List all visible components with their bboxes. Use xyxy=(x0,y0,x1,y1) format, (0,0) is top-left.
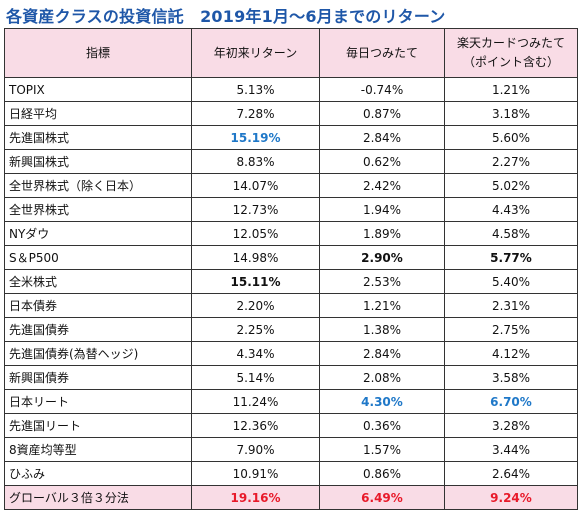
header-daily-accumulation: 毎日つみたて xyxy=(319,28,445,78)
rakuten-value: 3.58% xyxy=(444,365,578,390)
ytd-value: 5.13% xyxy=(191,77,320,102)
row-name: 全世界株式（除く日本） xyxy=(4,173,192,198)
row-name: ひふみ xyxy=(4,461,192,486)
table-row: S＆P500 14.98% 2.90% 5.77% xyxy=(4,245,578,270)
daily-value: 2.08% xyxy=(319,365,445,390)
daily-value: 1.21% xyxy=(319,293,445,318)
row-name: 全世界株式 xyxy=(4,197,192,222)
daily-value: 4.30% xyxy=(319,389,445,414)
table-row: 日本リート 11.24% 4.30% 6.70% xyxy=(4,389,578,414)
rakuten-value: 2.75% xyxy=(444,317,578,342)
row-name: 日経平均 xyxy=(4,101,192,126)
rakuten-value: 2.31% xyxy=(444,293,578,318)
ytd-value: 19.16% xyxy=(191,485,320,510)
table-row: 全世界株式 12.73% 1.94% 4.43% xyxy=(4,197,578,222)
daily-value: 2.84% xyxy=(319,125,445,150)
page-title: 各資産クラスの投資信託 2019年1月～6月までのリターン xyxy=(6,7,446,26)
ytd-value: 7.28% xyxy=(191,101,320,126)
daily-value: 0.62% xyxy=(319,149,445,174)
ytd-value: 12.73% xyxy=(191,197,320,222)
header-index: 指標 xyxy=(4,28,192,78)
rakuten-value: 5.60% xyxy=(444,125,578,150)
ytd-value: 12.05% xyxy=(191,221,320,246)
table-row: 日経平均 7.28% 0.87% 3.18% xyxy=(4,101,578,126)
table-row: 先進国債券(為替ヘッジ) 4.34% 2.84% 4.12% xyxy=(4,341,578,366)
ytd-value: 14.98% xyxy=(191,245,320,270)
table-row: NYダウ 12.05% 1.89% 4.58% xyxy=(4,221,578,246)
ytd-value: 12.36% xyxy=(191,413,320,438)
row-name: NYダウ xyxy=(4,221,192,246)
ytd-value: 5.14% xyxy=(191,365,320,390)
row-name: 先進国債券 xyxy=(4,317,192,342)
rakuten-value: 3.18% xyxy=(444,101,578,126)
header-ytd-return: 年初来リターン xyxy=(191,28,320,78)
rakuten-value: 9.24% xyxy=(444,485,578,510)
row-name: グローバル３倍３分法 xyxy=(4,485,192,510)
rakuten-value: 3.28% xyxy=(444,413,578,438)
row-name: 先進国株式 xyxy=(4,125,192,150)
row-name: 新興国債券 xyxy=(4,365,192,390)
table-row: 先進国株式 15.19% 2.84% 5.60% xyxy=(4,125,578,150)
daily-value: 1.38% xyxy=(319,317,445,342)
row-name: 全米株式 xyxy=(4,269,192,294)
row-name: TOPIX xyxy=(4,77,192,102)
daily-value: 2.42% xyxy=(319,173,445,198)
daily-value: 6.49% xyxy=(319,485,445,510)
table-header-row: 指標 年初来リターン 毎日つみたて 楽天カードつみたて （ポイント含む） xyxy=(4,28,578,78)
ytd-value: 11.24% xyxy=(191,389,320,414)
table-row: 8資産均等型 7.90% 1.57% 3.44% xyxy=(4,437,578,462)
header-rakuten-card-accumulation: 楽天カードつみたて （ポイント含む） xyxy=(444,28,578,78)
rakuten-value: 2.27% xyxy=(444,149,578,174)
rakuten-value: 2.64% xyxy=(444,461,578,486)
daily-value: 2.90% xyxy=(319,245,445,270)
daily-value: 0.86% xyxy=(319,461,445,486)
table-row: 全世界株式（除く日本） 14.07% 2.42% 5.02% xyxy=(4,173,578,198)
daily-value: 1.57% xyxy=(319,437,445,462)
ytd-value: 4.34% xyxy=(191,341,320,366)
table-row: TOPIX 5.13% -0.74% 1.21% xyxy=(4,77,578,102)
daily-value: 0.36% xyxy=(319,413,445,438)
row-name: 先進国債券(為替ヘッジ) xyxy=(4,341,192,366)
ytd-value: 15.19% xyxy=(191,125,320,150)
daily-value: 1.89% xyxy=(319,221,445,246)
row-name: 日本リート xyxy=(4,389,192,414)
ytd-value: 8.83% xyxy=(191,149,320,174)
row-name: 日本債券 xyxy=(4,293,192,318)
daily-value: 1.94% xyxy=(319,197,445,222)
ytd-value: 14.07% xyxy=(191,173,320,198)
ytd-value: 15.11% xyxy=(191,269,320,294)
ytd-value: 7.90% xyxy=(191,437,320,462)
row-name: S＆P500 xyxy=(4,245,192,270)
row-name: 先進国リート xyxy=(4,413,192,438)
rakuten-value: 3.44% xyxy=(444,437,578,462)
daily-value: 2.53% xyxy=(319,269,445,294)
rakuten-value: 5.77% xyxy=(444,245,578,270)
rakuten-value: 6.70% xyxy=(444,389,578,414)
table-row: 先進国リート 12.36% 0.36% 3.28% xyxy=(4,413,578,438)
rakuten-value: 5.40% xyxy=(444,269,578,294)
rakuten-value: 4.43% xyxy=(444,197,578,222)
table-row: 新興国債券 5.14% 2.08% 3.58% xyxy=(4,365,578,390)
table-row-highlight: グローバル３倍３分法 19.16% 6.49% 9.24% xyxy=(4,485,578,510)
row-name: 新興国株式 xyxy=(4,149,192,174)
table-row: 先進国債券 2.25% 1.38% 2.75% xyxy=(4,317,578,342)
ytd-value: 10.91% xyxy=(191,461,320,486)
rakuten-value: 4.12% xyxy=(444,341,578,366)
table-row: 日本債券 2.20% 1.21% 2.31% xyxy=(4,293,578,318)
row-name: 8資産均等型 xyxy=(4,437,192,462)
rakuten-value: 4.58% xyxy=(444,221,578,246)
ytd-value: 2.25% xyxy=(191,317,320,342)
daily-value: 2.84% xyxy=(319,341,445,366)
rakuten-value: 5.02% xyxy=(444,173,578,198)
daily-value: -0.74% xyxy=(319,77,445,102)
returns-table: 指標 年初来リターン 毎日つみたて 楽天カードつみたて （ポイント含む） TOP… xyxy=(4,28,578,510)
rakuten-value: 1.21% xyxy=(444,77,578,102)
ytd-value: 2.20% xyxy=(191,293,320,318)
table-row: ひふみ 10.91% 0.86% 2.64% xyxy=(4,461,578,486)
table-row: 全米株式 15.11% 2.53% 5.40% xyxy=(4,269,578,294)
daily-value: 0.87% xyxy=(319,101,445,126)
table-row: 新興国株式 8.83% 0.62% 2.27% xyxy=(4,149,578,174)
